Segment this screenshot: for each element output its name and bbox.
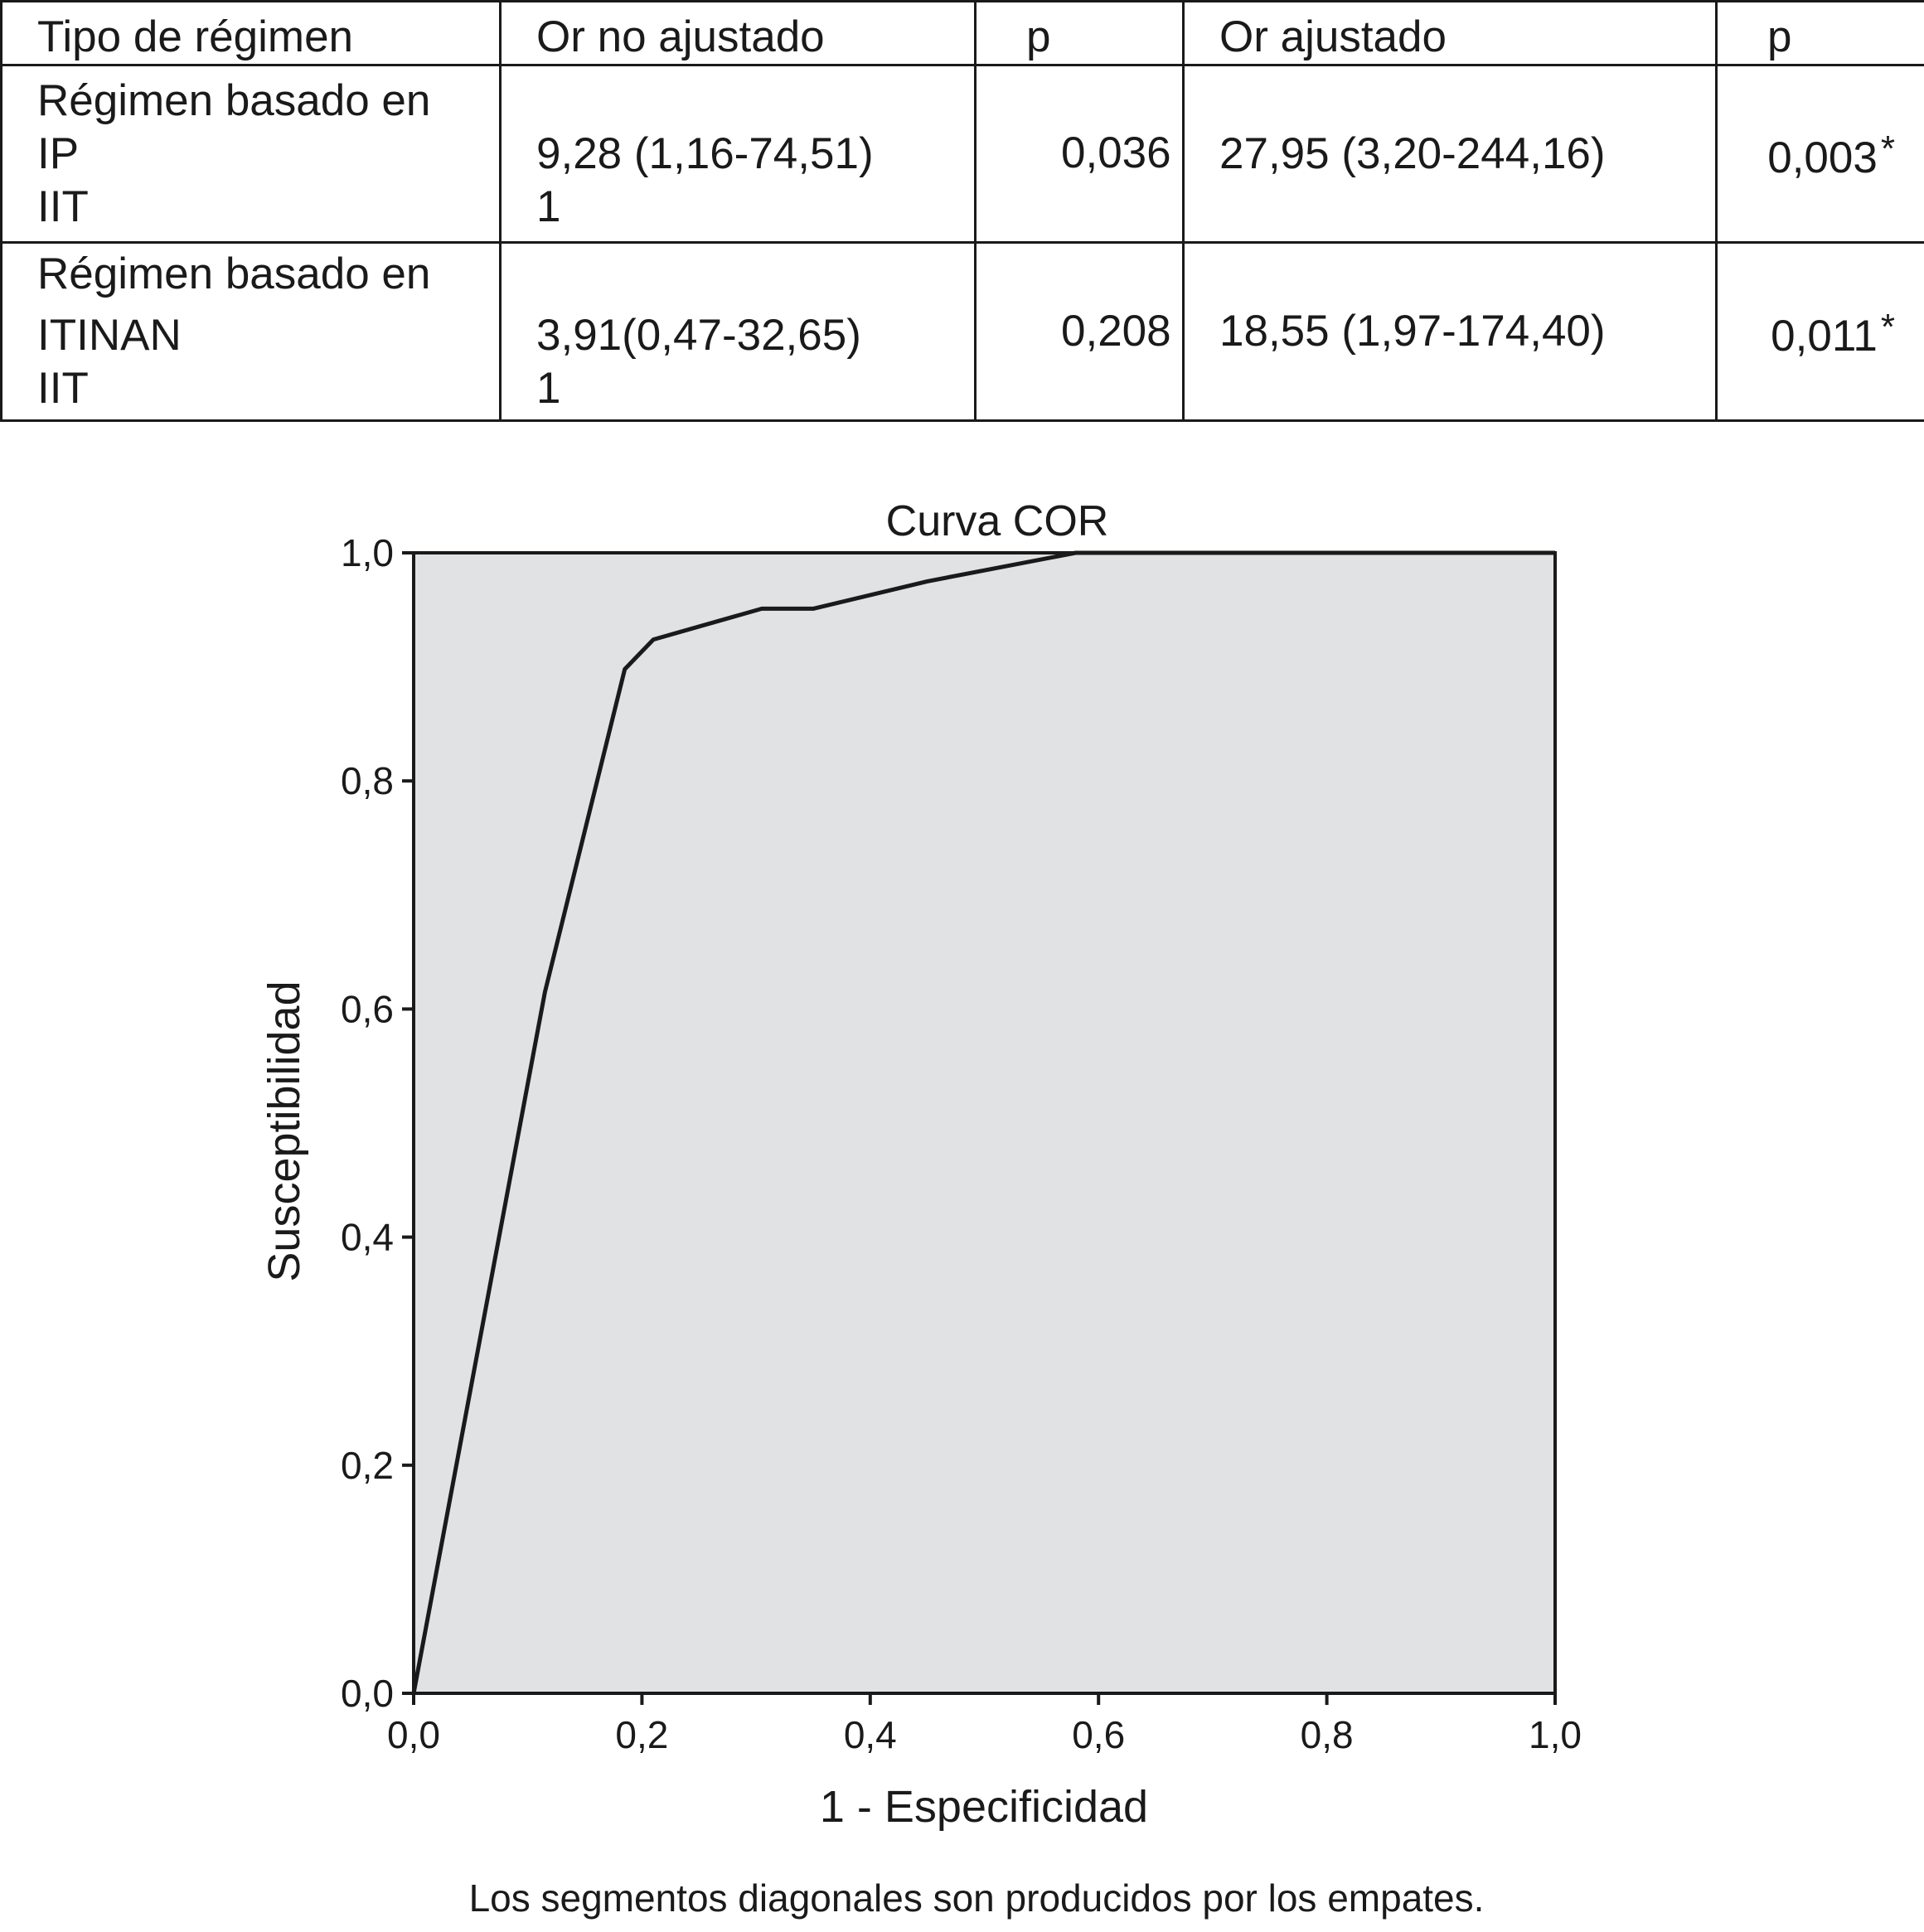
- y-tick-label: 0,4: [341, 1216, 394, 1259]
- regimen-label-line: ITINAN: [37, 311, 182, 360]
- or-unadjusted-reference: 1: [536, 182, 561, 231]
- roc-chart: Curva COR 0,0 0,2 0,4 0,6 0,8 1,0 0,00,20,40,…: [259, 497, 1582, 1920]
- header-or-no-ajustado: Or no ajustado: [499, 0, 977, 66]
- plot-area: [412, 551, 1557, 1695]
- y-axis-ticks: 0,0 0,2 0,4 0,6 0,8 1,0: [341, 531, 414, 1715]
- regimen-label-line: IIT: [37, 182, 89, 231]
- table-row: Régimen basado en IP IIT . 9,28 (1,16-74…: [0, 64, 1924, 244]
- chart-footnote: Los segmentos diagonales son producidos …: [469, 1876, 1485, 1920]
- p-adjusted-cell: 0,003*: [1715, 64, 1924, 244]
- regimen-label-line: Régimen basado en: [37, 249, 431, 298]
- y-axis-label: Susceptibilidad: [259, 981, 309, 1281]
- y-tick-label: 0,8: [341, 759, 394, 802]
- header-p-adjusted: p: [1715, 0, 1924, 66]
- table-header-row: Tipo de régimen Or no ajustado p Or ajus…: [0, 0, 1924, 66]
- or-adjusted-value: 18,55 (1,97-174,40): [1219, 307, 1606, 356]
- x-tick-label: 0,2: [615, 1713, 668, 1756]
- p-adjusted-value: 0,003: [1767, 133, 1878, 182]
- p-unadjusted-cell: 0,208: [974, 241, 1185, 422]
- p-unadjusted-cell: 0,036: [974, 64, 1185, 244]
- y-tick-label: 0,2: [341, 1444, 394, 1487]
- p-unadjusted-value: 0,036: [1061, 128, 1171, 177]
- p-unadjusted-value: 0,208: [1061, 307, 1171, 356]
- x-axis-ticks: 0,0 0,2 0,4 0,6 0,8 1,0: [387, 1693, 1582, 1756]
- or-unadjusted-value: 9,28 (1,16-74,51): [536, 128, 874, 178]
- y-tick-label: 0,6: [341, 987, 394, 1030]
- table-row: Régimen basado en ITINAN IIT . 3,91(0,47…: [0, 241, 1924, 422]
- p-adjusted-value: 0,011: [1771, 311, 1878, 361]
- header-or-ajustado: Or ajustado: [1182, 0, 1718, 66]
- or-unadjusted-cell: . 3,91(0,47-32,65) 1: [499, 241, 977, 422]
- significance-mark: *: [1880, 128, 1895, 169]
- or-unadjusted-reference: 1: [536, 364, 561, 413]
- y-tick-label: 0,0: [341, 1672, 394, 1715]
- regimen-label-cell: Régimen basado en ITINAN IIT: [0, 241, 502, 422]
- or-adjusted-cell: 18,55 (1,97-174,40): [1182, 241, 1718, 422]
- x-tick-label: 0,6: [1072, 1713, 1125, 1756]
- x-tick-label: 1,0: [1529, 1713, 1582, 1756]
- or-adjusted-cell: 27,95 (3,20-244,16): [1182, 64, 1718, 244]
- or-unadjusted-value: 3,91(0,47-32,65): [536, 311, 861, 360]
- or-unadjusted-cell: . 9,28 (1,16-74,51) 1: [499, 64, 977, 244]
- regimen-label-line: Régimen basado en: [37, 75, 431, 125]
- or-adjusted-value: 27,95 (3,20-244,16): [1219, 128, 1606, 178]
- y-tick-label: 1,0: [341, 531, 394, 574]
- results-table: Tipo de régimen Or no ajustado p Or ajus…: [0, 0, 1924, 422]
- regimen-label-line: IP: [37, 128, 80, 178]
- significance-mark: *: [1880, 306, 1895, 347]
- x-tick-label: 0,0: [387, 1713, 440, 1756]
- x-tick-label: 0,8: [1301, 1713, 1354, 1756]
- x-axis-label: 1 - Especificidad: [820, 1782, 1148, 1832]
- roc-curve-line: [411, 550, 1555, 1694]
- regimen-label-line: IIT: [37, 364, 89, 413]
- chart-title: Curva COR: [886, 497, 1109, 545]
- header-p-unadjusted: p: [974, 0, 1185, 66]
- header-tipo-regimen: Tipo de régimen: [0, 0, 502, 66]
- regimen-label-cell: Régimen basado en IP IIT: [0, 64, 502, 244]
- p-adjusted-cell: 0,011*: [1715, 241, 1924, 422]
- x-tick-label: 0,4: [844, 1713, 897, 1756]
